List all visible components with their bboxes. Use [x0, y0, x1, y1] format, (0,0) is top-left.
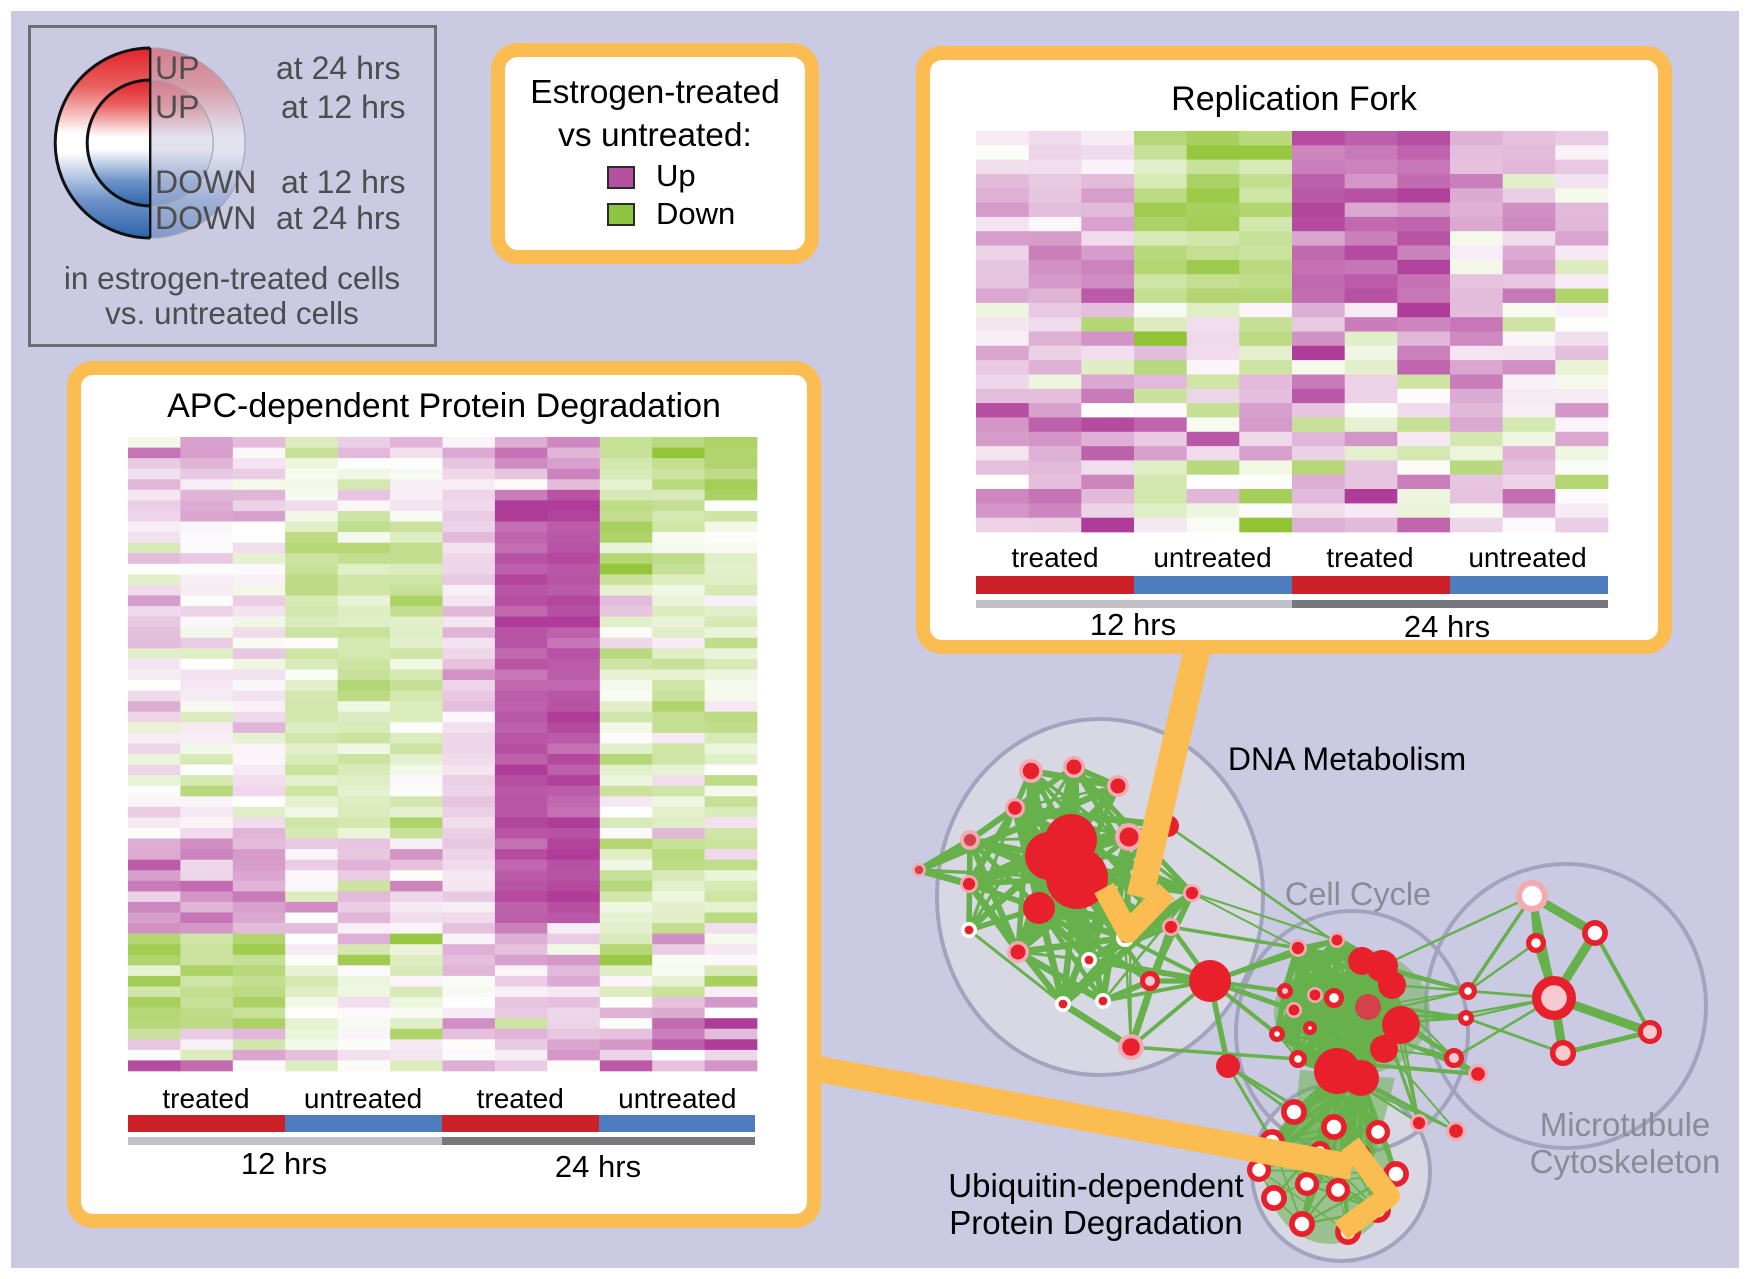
svg-text:Cell Cycle: Cell Cycle [1285, 876, 1431, 912]
svg-text:untreated: untreated [1468, 542, 1586, 573]
svg-text:untreated: untreated [618, 1083, 736, 1114]
svg-text:treated: treated [162, 1083, 249, 1114]
svg-text:treated: treated [1011, 542, 1098, 573]
svg-text:vs untreated:: vs untreated: [558, 117, 752, 154]
svg-text:untreated: untreated [304, 1083, 422, 1114]
svg-text:UP: UP [155, 50, 199, 86]
svg-text:vs. untreated cells: vs. untreated cells [105, 295, 359, 331]
svg-text:24 hrs: 24 hrs [555, 1149, 641, 1184]
svg-text:DOWN: DOWN [155, 164, 256, 200]
svg-text:Up: Up [656, 158, 696, 193]
svg-text:12 hrs: 12 hrs [1090, 607, 1176, 642]
svg-text:Protein Degradation: Protein Degradation [949, 1204, 1243, 1241]
svg-text:APC-dependent Protein Degradat: APC-dependent Protein Degradation [167, 387, 721, 425]
svg-text:DNA Metabolism: DNA Metabolism [1228, 741, 1466, 777]
svg-text:Cytoskeleton: Cytoskeleton [1530, 1143, 1721, 1180]
svg-text:Microtubule: Microtubule [1540, 1106, 1711, 1143]
svg-text:12 hrs: 12 hrs [241, 1146, 327, 1181]
svg-text:Estrogen-treated: Estrogen-treated [530, 74, 780, 111]
svg-text:treated: treated [1326, 542, 1413, 573]
svg-text:at 24 hrs: at 24 hrs [276, 200, 401, 236]
svg-text:at 12 hrs: at 12 hrs [281, 164, 406, 200]
svg-text:treated: treated [477, 1083, 564, 1114]
svg-text:Replication Fork: Replication Fork [1171, 80, 1418, 118]
svg-text:untreated: untreated [1153, 542, 1271, 573]
svg-text:UP: UP [155, 89, 199, 125]
svg-text:in estrogen-treated cells: in estrogen-treated cells [64, 260, 400, 296]
svg-text:24 hrs: 24 hrs [1404, 609, 1490, 644]
svg-text:Down: Down [656, 196, 735, 231]
svg-text:DOWN: DOWN [155, 200, 256, 236]
svg-text:at 12 hrs: at 12 hrs [281, 89, 406, 125]
svg-text:Ubiquitin-dependent: Ubiquitin-dependent [948, 1167, 1243, 1204]
svg-text:at 24 hrs: at 24 hrs [276, 50, 401, 86]
